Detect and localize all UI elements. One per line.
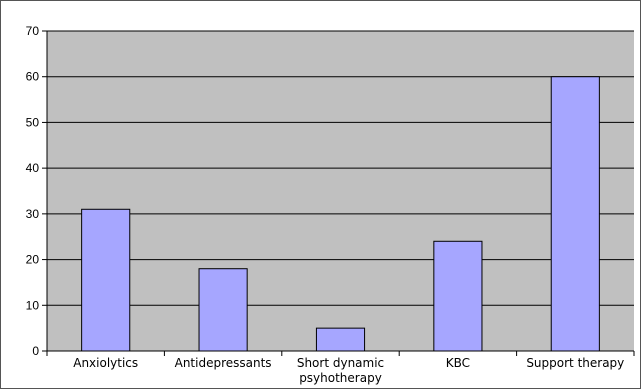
y-tick-label: 0 xyxy=(32,344,39,358)
x-category-label: Antidepressants xyxy=(175,356,272,370)
y-tick-label: 60 xyxy=(26,70,40,84)
y-tick-label: 30 xyxy=(26,207,40,221)
x-category-label: Short dynamic psyhotherapy xyxy=(297,356,384,385)
y-tick-label: 70 xyxy=(26,24,40,38)
bar-short-dynamic-psyhotherapy xyxy=(315,327,366,352)
y-tick-labels: 0 10 20 30 40 50 60 70 xyxy=(26,24,40,358)
plot-area xyxy=(47,31,634,351)
x-category-label: KBC xyxy=(446,356,470,370)
bar-antidepressants xyxy=(198,268,248,352)
x-category-label: Support therapy xyxy=(526,356,624,370)
bar-support-therapy xyxy=(550,76,600,352)
y-tick-label: 40 xyxy=(26,161,40,175)
bar-kbc xyxy=(433,240,483,352)
x-category-label: Anxiolytics xyxy=(73,356,138,370)
y-tick-label: 10 xyxy=(26,298,40,312)
y-tick-label: 50 xyxy=(26,115,40,129)
x-category-labels: Anxiolytics Antidepressants Short dynamic p… xyxy=(73,356,624,385)
y-tick-label: 20 xyxy=(26,253,40,267)
axes xyxy=(42,30,635,356)
gridlines xyxy=(47,30,634,306)
bar-anxiolytics xyxy=(81,208,131,352)
